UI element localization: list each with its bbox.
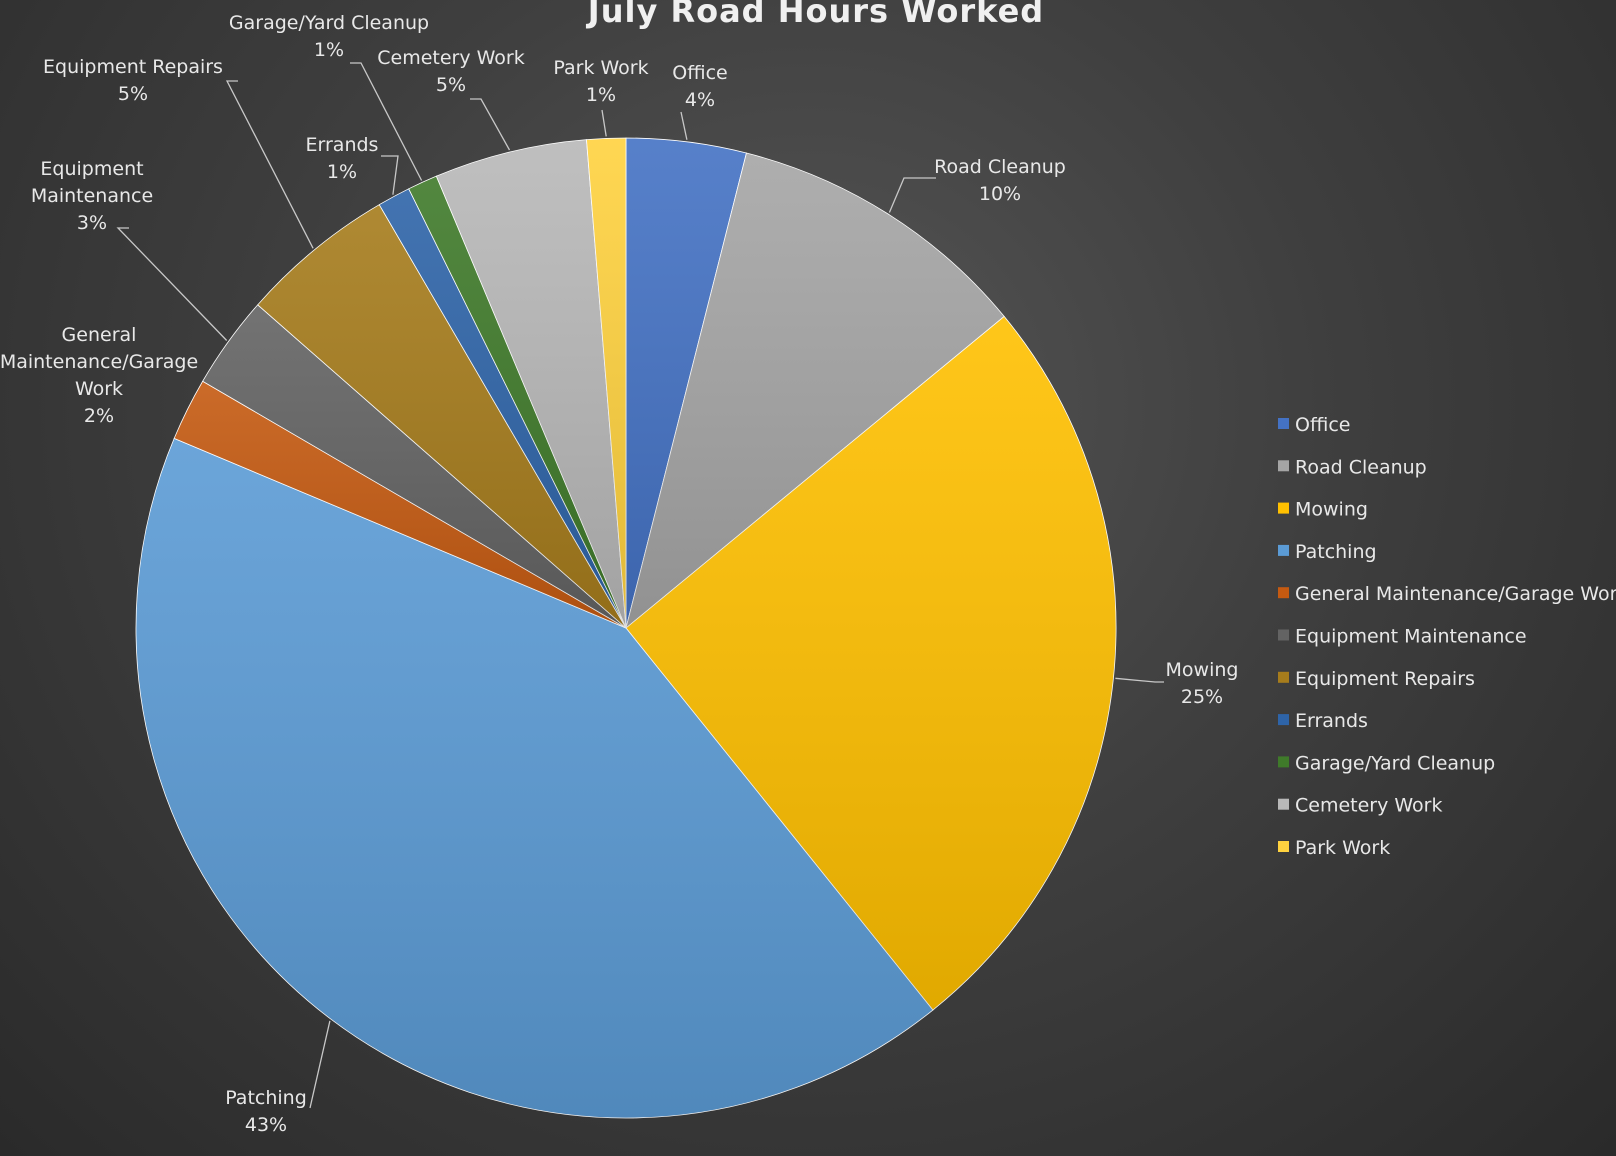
legend-label-office: Office [1295, 414, 1350, 436]
leader-line-cemetery-work [470, 98, 511, 151]
legend-swatch-equipment-maintenance [1278, 629, 1289, 641]
leader-line-garage-yard-cleanup [350, 62, 423, 181]
data-label-road-cleanup: Road Cleanup 10% [934, 156, 1066, 205]
leader-lines [116, 62, 1164, 1109]
legend-label-patching: Patching [1295, 541, 1377, 563]
legend-swatch-road-cleanup [1278, 460, 1289, 472]
legend-label-park-work: Park Work [1295, 837, 1390, 859]
data-labels: Office 4% Road Cleanup 10% Mowing 25% Patching… [0, 12, 1238, 1136]
slice-shade-general-maintenance-garage-work [174, 381, 626, 628]
legend-label-mowing: Mowing [1295, 499, 1368, 521]
legend-label-equipment-maintenance: Equipment Maintenance [1295, 626, 1527, 648]
leader-line-errands [381, 155, 399, 195]
data-label-errands: Errands 1% [306, 134, 379, 183]
legend-swatch-park-work [1278, 841, 1289, 852]
data-label-garage-yard-cleanup: Garage/Yard Cleanup 1% [229, 12, 429, 61]
slice-shade-equipment-maintenance [202, 304, 627, 628]
slice-shade-cemetery-work [436, 139, 626, 628]
data-label-mowing: Mowing 25% [1166, 659, 1239, 708]
data-label-office: Office 4% [672, 62, 727, 111]
legend-label-cemetery-work: Cemetery Work [1295, 795, 1443, 817]
data-label-equipment-maintenance: Equipment Maintenance 3% [31, 158, 153, 234]
data-label-park-work: Park Work 1% [553, 57, 648, 106]
slice-shade-errands [379, 188, 626, 628]
legend-label-garage-yard-cleanup: Garage/Yard Cleanup [1295, 752, 1495, 774]
slice-shade-mowing [626, 316, 1117, 1011]
legend: Office Road Cleanup Mowing Patching General … [1278, 414, 1616, 859]
slice-shade-road-cleanup [626, 153, 1005, 628]
pie-shading [136, 138, 1117, 1118]
slice-shade-park-work [586, 138, 626, 628]
legend-label-errands: Errands [1295, 710, 1368, 732]
legend-label-equipment-repairs: Equipment Repairs [1295, 668, 1475, 690]
legend-label-road-cleanup: Road Cleanup [1295, 456, 1427, 478]
legend-swatch-cemetery-work [1278, 798, 1289, 810]
slice-shade-garage-yard-cleanup [408, 176, 626, 628]
data-label-equipment-repairs: Equipment Repairs 5% [43, 56, 223, 105]
data-label-patching: Patching 43% [225, 1087, 307, 1136]
legend-swatch-equipment-repairs [1278, 671, 1289, 683]
legend-swatch-office [1278, 418, 1289, 429]
legend-swatch-garage-yard-cleanup [1278, 756, 1289, 768]
leader-line-park-work [601, 109, 607, 137]
slice-shade-patching [136, 438, 933, 1118]
legend-swatch-mowing [1278, 502, 1289, 514]
leader-line-office [680, 111, 688, 140]
data-label-cemetery-work: Cemetery Work 5% [377, 47, 525, 96]
legend-swatch-patching [1278, 544, 1289, 556]
legend-label-general-maintenance-garage-work: General Maintenance/Garage Work [1295, 583, 1616, 605]
leader-line-equipment-repairs [225, 80, 314, 249]
legend-swatch-errands [1278, 714, 1289, 726]
data-label-general-maintenance-garage-work: General Maintenance/Garage Work 2% [0, 324, 198, 427]
slice-shade-equipment-repairs [257, 204, 626, 629]
leader-line-mowing [1115, 677, 1164, 683]
leader-line-equipment-maintenance [116, 227, 228, 341]
chart-title: July Road Hours Worked [586, 0, 1044, 30]
leader-line-patching [309, 1020, 331, 1109]
leader-line-road-cleanup [888, 177, 936, 213]
legend-swatch-general-maintenance-garage-work [1278, 587, 1289, 599]
slice-shade-office [626, 138, 747, 628]
